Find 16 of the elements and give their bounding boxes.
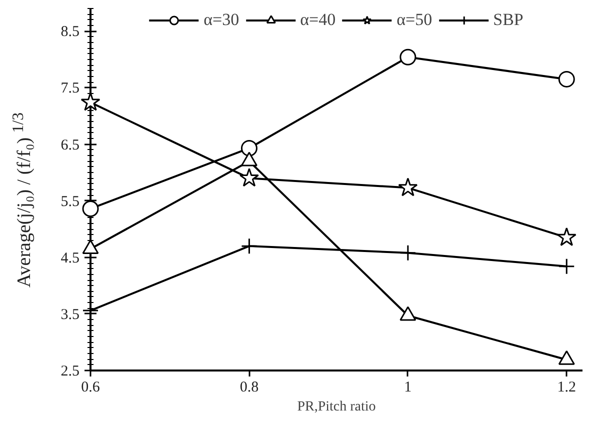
- y-tick-label: 5.5: [60, 194, 80, 210]
- x-tick-label: 0.6: [81, 380, 100, 396]
- y-tick-label: 4.5: [60, 250, 80, 266]
- x-tick-label: 0.8: [240, 380, 259, 396]
- x-tick-label: 1: [404, 380, 412, 396]
- legend-label: α=40: [300, 10, 336, 30]
- y-tick-label: 3.5: [60, 306, 80, 323]
- y-tick-label: 8.5: [60, 24, 80, 40]
- y-tick-label: 2.5: [60, 364, 80, 380]
- x-tick-label: 1.2: [557, 380, 576, 396]
- legend-label: α=30: [204, 10, 240, 30]
- legend-label: SBP: [493, 10, 524, 30]
- legend-label: α=50: [396, 10, 432, 30]
- y-tick-label: 7.5: [60, 80, 80, 97]
- x-axis-title: PR,Pitch ratio: [297, 400, 376, 414]
- y-tick-label: 6.5: [60, 137, 80, 154]
